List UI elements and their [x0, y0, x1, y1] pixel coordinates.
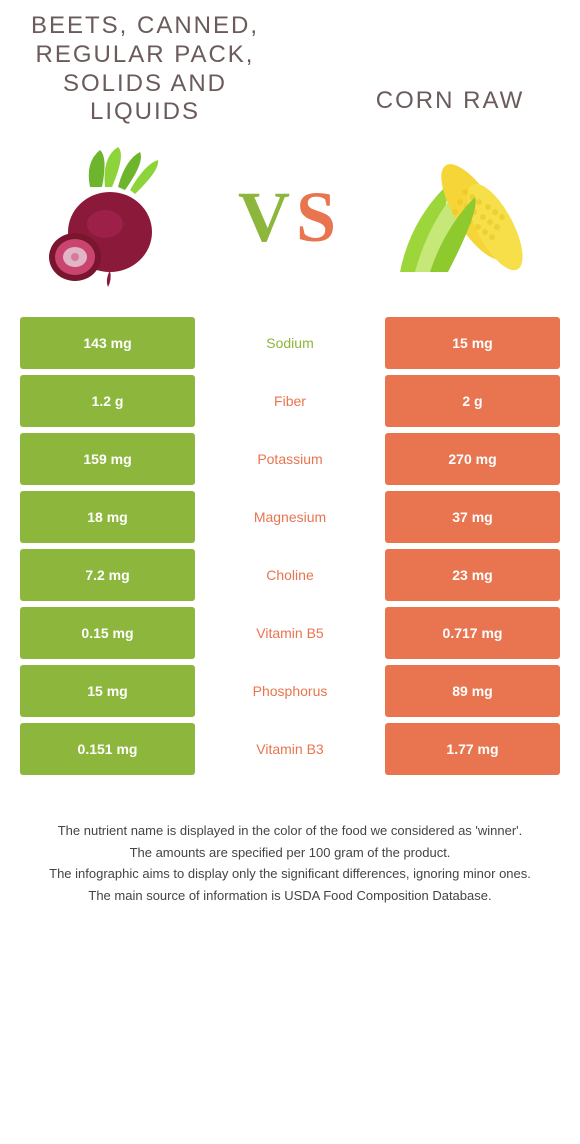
right-value: 23 mg: [385, 549, 560, 601]
right-value: 15 mg: [385, 317, 560, 369]
nutrient-name: Vitamin B5: [195, 607, 385, 659]
vs-label: V S: [238, 176, 342, 259]
right-value: 89 mg: [385, 665, 560, 717]
left-value: 1.2 g: [20, 375, 195, 427]
beet-image: [30, 142, 200, 292]
nutrient-name: Phosphorus: [195, 665, 385, 717]
left-value: 18 mg: [20, 491, 195, 543]
table-row: 159 mgPotassium270 mg: [20, 433, 560, 485]
footer-line: The amounts are specified per 100 gram o…: [30, 843, 550, 863]
left-value: 0.15 mg: [20, 607, 195, 659]
table-row: 7.2 mgCholine23 mg: [20, 549, 560, 601]
nutrient-name: Choline: [195, 549, 385, 601]
table-row: 15 mgPhosphorus89 mg: [20, 665, 560, 717]
right-value: 270 mg: [385, 433, 560, 485]
left-value: 143 mg: [20, 317, 195, 369]
right-value: 2 g: [385, 375, 560, 427]
table-row: 0.151 mgVitamin B31.77 mg: [20, 723, 560, 775]
left-value: 0.151 mg: [20, 723, 195, 775]
table-row: 143 mgSodium15 mg: [20, 317, 560, 369]
right-value: 37 mg: [385, 491, 560, 543]
nutrient-name: Sodium: [195, 317, 385, 369]
right-food-title: CORN RAW: [350, 12, 550, 127]
table-row: 18 mgMagnesium37 mg: [20, 491, 560, 543]
footer-line: The infographic aims to display only the…: [30, 864, 550, 884]
footer-line: The nutrient name is displayed in the co…: [30, 821, 550, 841]
nutrient-table: 143 mgSodium15 mg1.2 gFiber2 g159 mgPota…: [0, 317, 580, 775]
vs-v-letter: V: [238, 176, 296, 259]
vs-s-letter: S: [296, 176, 342, 259]
right-value: 1.77 mg: [385, 723, 560, 775]
right-value: 0.717 mg: [385, 607, 560, 659]
comparison-header: V S: [0, 127, 580, 317]
left-food-title: BEETS, CANNED, REGULAR PACK, SOLIDS AND …: [30, 12, 260, 127]
footer-line: The main source of information is USDA F…: [30, 886, 550, 906]
nutrient-name: Magnesium: [195, 491, 385, 543]
table-row: 1.2 gFiber2 g: [20, 375, 560, 427]
left-value: 15 mg: [20, 665, 195, 717]
nutrient-name: Potassium: [195, 433, 385, 485]
left-value: 159 mg: [20, 433, 195, 485]
corn-image: [380, 142, 550, 292]
nutrient-name: Vitamin B3: [195, 723, 385, 775]
left-value: 7.2 mg: [20, 549, 195, 601]
footer-notes: The nutrient name is displayed in the co…: [0, 781, 580, 905]
nutrient-name: Fiber: [195, 375, 385, 427]
table-row: 0.15 mgVitamin B50.717 mg: [20, 607, 560, 659]
